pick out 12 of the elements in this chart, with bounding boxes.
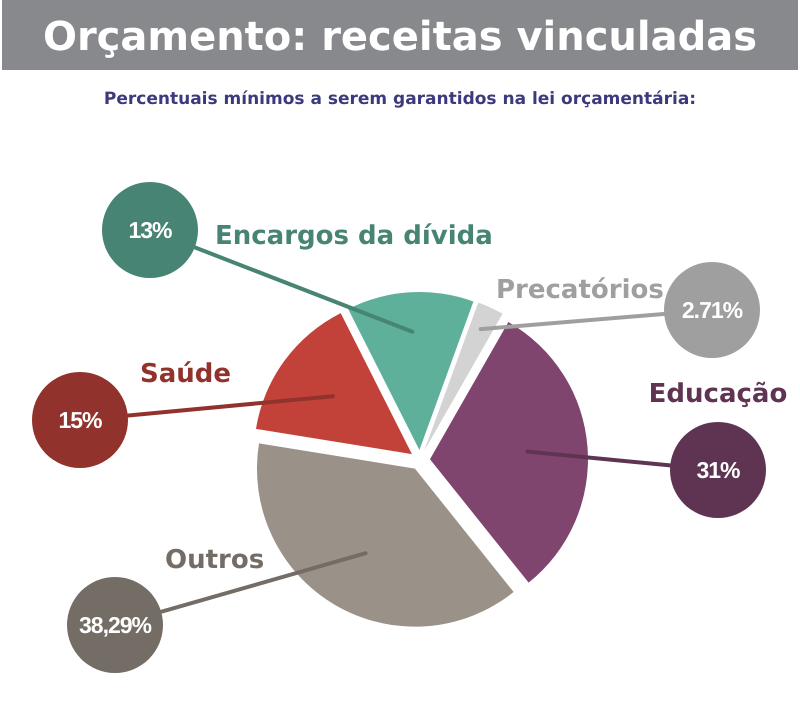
- slice-label: Saúde: [140, 359, 232, 389]
- data-label: 15%: [58, 407, 102, 433]
- data-label: 31%: [696, 457, 740, 483]
- chart-subtitle: Percentuais mínimos a serem garantidos na lei orçamentária:: [104, 89, 696, 109]
- data-label: 38,29%: [78, 612, 152, 638]
- slice-label: Educação: [648, 379, 788, 409]
- data-label: 2.71%: [682, 297, 743, 323]
- slice-label: Precatórios: [496, 275, 664, 305]
- slice-label: Outros: [165, 545, 264, 575]
- chart-title: Orçamento: receitas vinculadas: [42, 14, 758, 60]
- slice-label: Encargos da dívida: [215, 221, 493, 251]
- data-label: 13%: [128, 217, 172, 243]
